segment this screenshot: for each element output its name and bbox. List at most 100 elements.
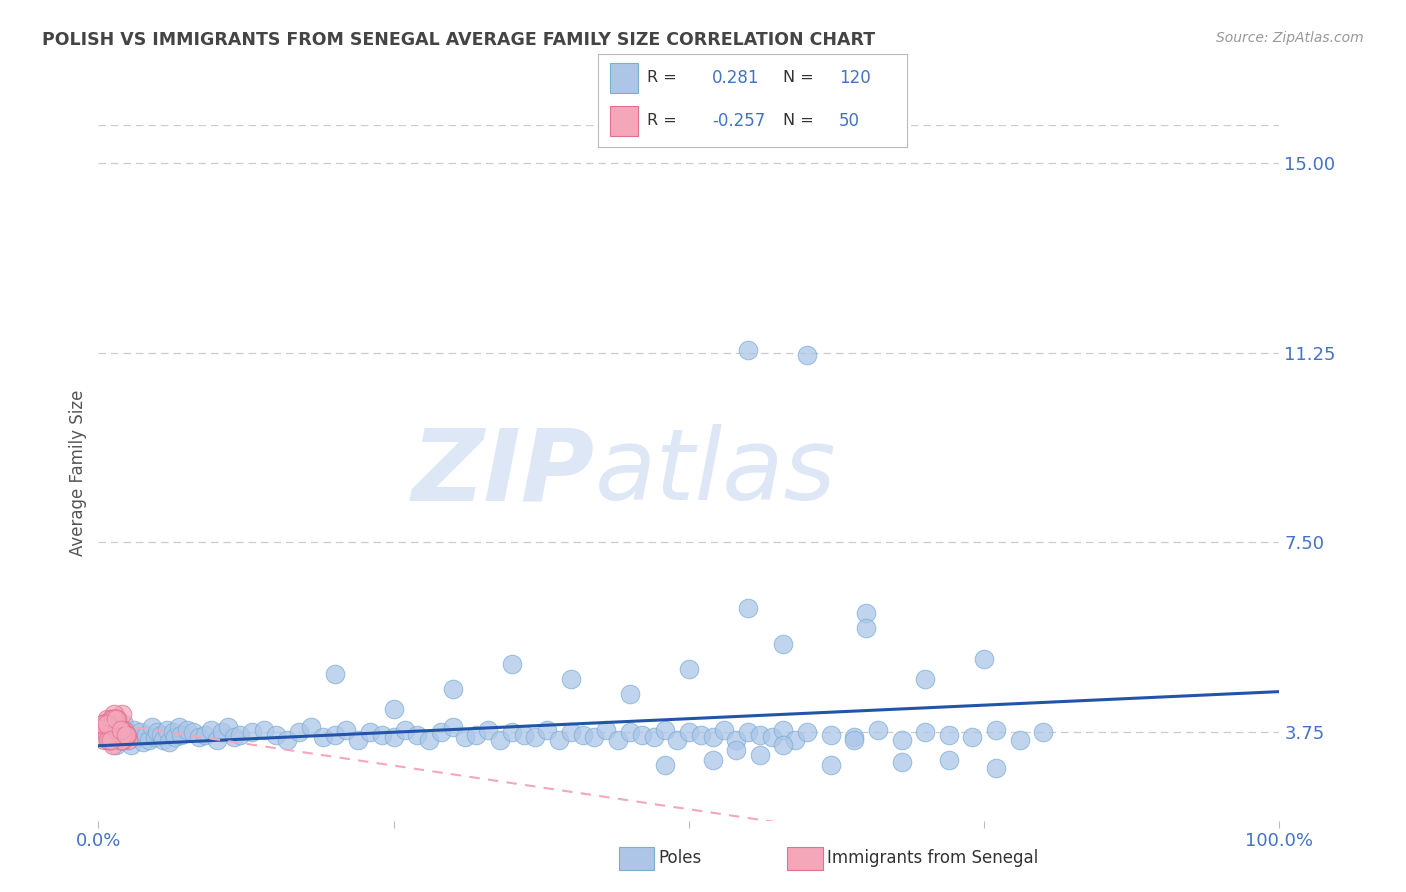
- Point: [772, 636, 794, 650]
- Point: [371, 728, 394, 742]
- Point: [512, 728, 534, 742]
- Point: [1008, 732, 1031, 747]
- Point: [441, 682, 464, 697]
- Point: [162, 725, 184, 739]
- Text: ZIP: ZIP: [412, 425, 595, 521]
- Point: [111, 723, 134, 737]
- Point: [127, 730, 149, 744]
- Point: [453, 730, 475, 744]
- Y-axis label: Average Family Size: Average Family Size: [69, 390, 87, 556]
- Point: [855, 621, 877, 635]
- Point: [914, 725, 936, 739]
- Point: [105, 738, 128, 752]
- Point: [156, 723, 179, 737]
- Point: [105, 723, 128, 737]
- Point: [181, 725, 204, 739]
- Point: [105, 713, 128, 727]
- Point: [107, 723, 129, 737]
- Point: [855, 606, 877, 620]
- Point: [796, 725, 818, 739]
- Point: [128, 725, 150, 739]
- Point: [689, 728, 711, 742]
- Point: [524, 730, 547, 744]
- Point: [748, 747, 770, 762]
- Point: [323, 666, 346, 681]
- Point: [138, 732, 160, 747]
- Point: [984, 723, 1007, 737]
- Point: [100, 713, 122, 727]
- Point: [359, 725, 381, 739]
- Point: [98, 728, 121, 742]
- Point: [103, 707, 125, 722]
- Point: [890, 756, 912, 770]
- Point: [654, 723, 676, 737]
- Point: [98, 717, 121, 731]
- Point: [112, 717, 135, 731]
- Point: [187, 730, 209, 744]
- Point: [112, 732, 135, 747]
- Point: [844, 730, 866, 744]
- Point: [157, 735, 180, 749]
- Point: [91, 717, 114, 731]
- Point: [135, 728, 157, 742]
- Point: [844, 732, 866, 747]
- Point: [382, 730, 405, 744]
- Point: [820, 728, 842, 742]
- Point: [536, 723, 558, 737]
- Point: [323, 728, 346, 742]
- Point: [111, 728, 134, 742]
- Point: [94, 717, 117, 731]
- Point: [152, 732, 174, 747]
- Point: [725, 732, 748, 747]
- Point: [264, 728, 287, 742]
- Point: [110, 723, 132, 737]
- Point: [347, 732, 370, 747]
- Point: [560, 672, 582, 686]
- Point: [112, 728, 135, 742]
- Point: [737, 725, 759, 739]
- Point: [571, 728, 593, 742]
- Point: [108, 732, 131, 747]
- Point: [785, 732, 807, 747]
- Point: [489, 732, 512, 747]
- Point: [94, 717, 117, 731]
- Point: [678, 725, 700, 739]
- Point: [253, 723, 276, 737]
- Point: [288, 725, 311, 739]
- Point: [93, 732, 115, 747]
- Point: [312, 730, 335, 744]
- Point: [217, 720, 239, 734]
- Point: [93, 723, 115, 737]
- Point: [194, 728, 217, 742]
- Point: [200, 723, 222, 737]
- Point: [97, 728, 120, 742]
- Point: [132, 735, 155, 749]
- Point: [107, 723, 129, 737]
- Point: [167, 720, 190, 734]
- Point: [105, 713, 128, 727]
- Point: [465, 728, 488, 742]
- Point: [441, 720, 464, 734]
- Point: [115, 728, 138, 742]
- Point: [772, 738, 794, 752]
- Point: [1032, 725, 1054, 739]
- Point: [104, 713, 127, 727]
- Point: [430, 725, 453, 739]
- Point: [205, 732, 228, 747]
- Point: [418, 732, 440, 747]
- Point: [737, 343, 759, 357]
- Point: [101, 713, 124, 727]
- Point: [211, 725, 233, 739]
- Point: [100, 732, 122, 747]
- Point: [176, 723, 198, 737]
- Point: [93, 717, 115, 731]
- Point: [737, 601, 759, 615]
- Text: Poles: Poles: [658, 849, 702, 867]
- Point: [643, 730, 665, 744]
- Point: [117, 728, 139, 742]
- Point: [713, 723, 735, 737]
- Point: [548, 732, 571, 747]
- Text: -0.257: -0.257: [711, 112, 765, 130]
- Point: [748, 728, 770, 742]
- Point: [229, 728, 252, 742]
